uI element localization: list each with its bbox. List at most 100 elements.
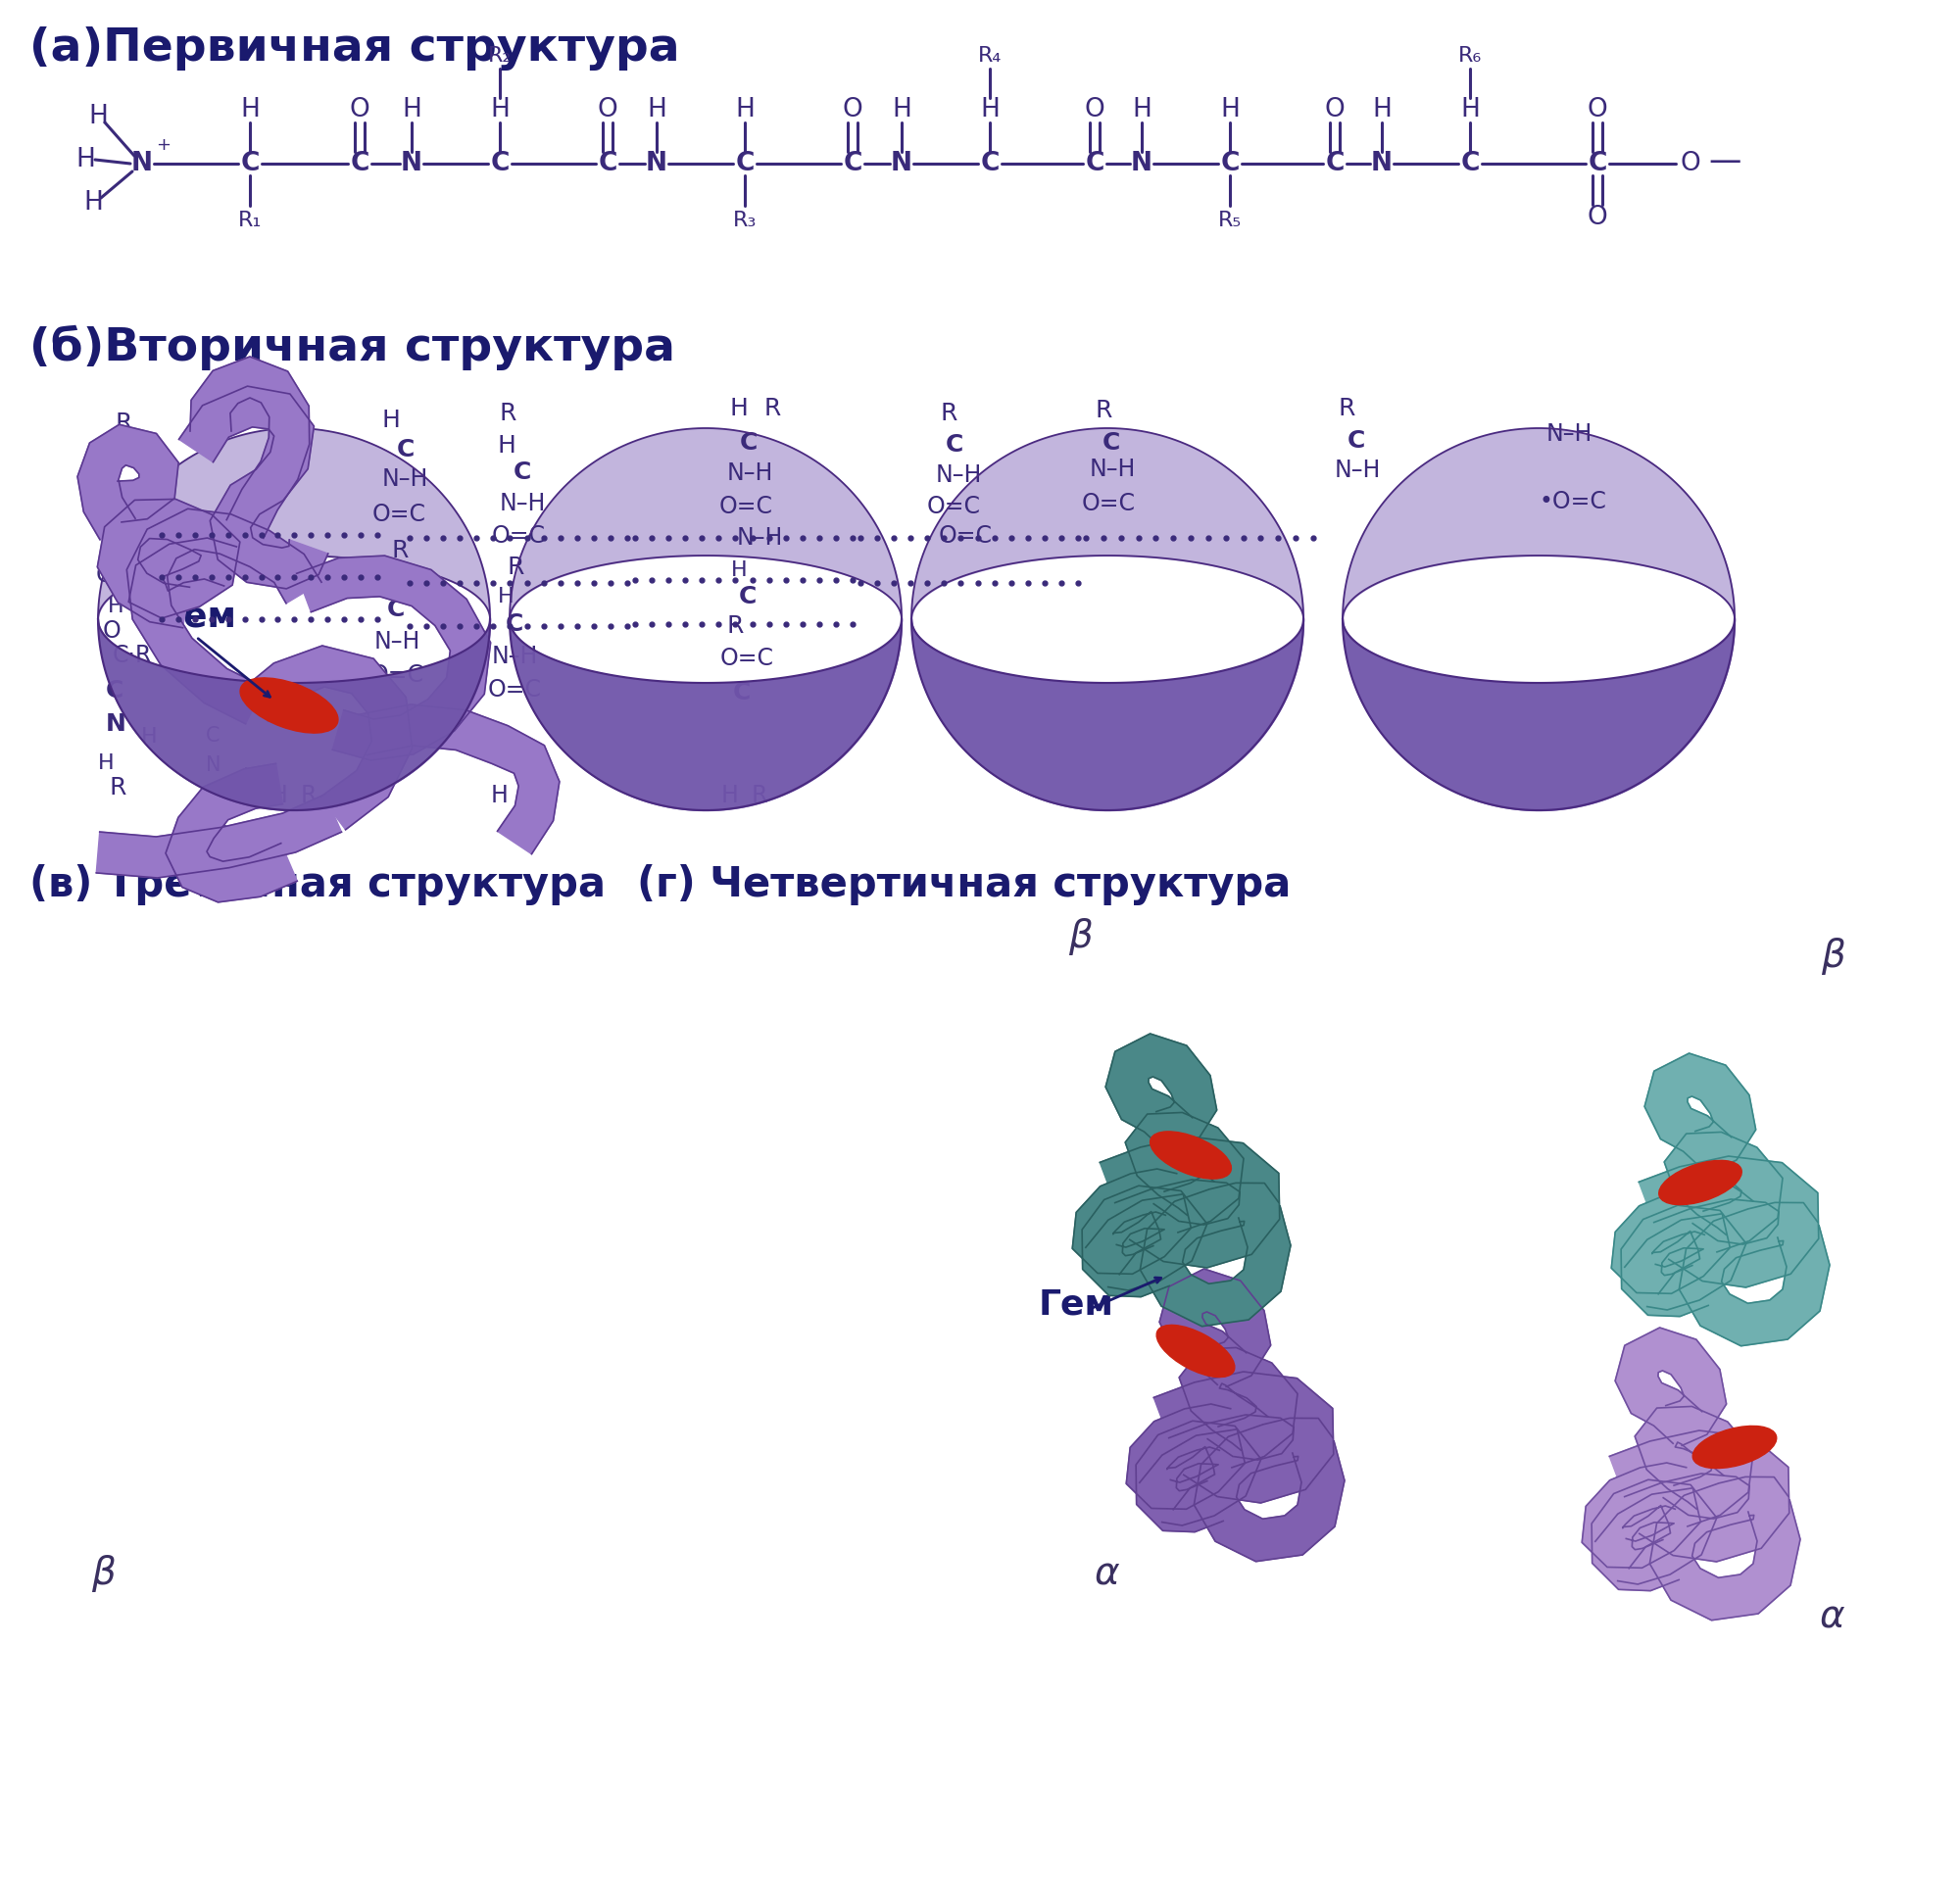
Ellipse shape bbox=[241, 678, 337, 733]
Text: C: C bbox=[739, 585, 757, 608]
Text: H: H bbox=[84, 191, 102, 215]
Text: N: N bbox=[647, 151, 666, 176]
Text: R: R bbox=[751, 784, 768, 808]
Text: C: C bbox=[843, 151, 862, 176]
Polygon shape bbox=[178, 387, 327, 589]
Polygon shape bbox=[1664, 1133, 1784, 1252]
Text: O: O bbox=[102, 619, 122, 642]
Text: O: O bbox=[1588, 204, 1607, 230]
Text: O: O bbox=[349, 96, 370, 123]
Text: C: C bbox=[1460, 151, 1480, 176]
Text: H: H bbox=[980, 96, 1000, 123]
Polygon shape bbox=[1582, 1463, 1701, 1569]
Text: H: H bbox=[98, 753, 114, 772]
Polygon shape bbox=[359, 704, 559, 853]
Text: R: R bbox=[116, 412, 133, 434]
Text: O=C: O=C bbox=[939, 525, 994, 548]
Text: C: C bbox=[388, 598, 406, 621]
Text: H: H bbox=[490, 96, 510, 123]
Ellipse shape bbox=[1151, 1131, 1231, 1178]
Text: Гем: Гем bbox=[161, 600, 237, 634]
Text: O: O bbox=[843, 96, 862, 123]
Polygon shape bbox=[1100, 1137, 1280, 1267]
Text: H: H bbox=[892, 96, 911, 123]
Polygon shape bbox=[1141, 1184, 1290, 1325]
Text: C: C bbox=[1221, 151, 1239, 176]
Text: C: C bbox=[1102, 430, 1121, 455]
Polygon shape bbox=[1127, 1405, 1245, 1510]
Text: O: O bbox=[1588, 96, 1607, 123]
Text: C: C bbox=[490, 151, 510, 176]
Text: H: H bbox=[212, 799, 225, 819]
Text: R: R bbox=[508, 555, 525, 580]
Text: C: C bbox=[1086, 151, 1103, 176]
Text: R₃: R₃ bbox=[733, 211, 757, 230]
Text: C: C bbox=[735, 151, 755, 176]
Text: C: C bbox=[122, 485, 141, 508]
Polygon shape bbox=[1639, 1155, 1819, 1288]
Text: H: H bbox=[145, 536, 161, 555]
Polygon shape bbox=[1137, 1422, 1260, 1531]
Text: N–H: N–H bbox=[1090, 457, 1137, 481]
Text: R₅: R₅ bbox=[1217, 211, 1243, 230]
Text: N: N bbox=[890, 151, 913, 176]
Text: β: β bbox=[1068, 918, 1092, 955]
Text: H: H bbox=[382, 572, 398, 591]
Text: (б)Вторичная структура: (б)Вторичная структура bbox=[29, 325, 674, 370]
Polygon shape bbox=[1611, 1188, 1731, 1293]
Text: N: N bbox=[131, 151, 153, 176]
Text: N: N bbox=[1372, 151, 1392, 176]
Text: H.: H. bbox=[110, 447, 135, 472]
Polygon shape bbox=[1615, 1327, 1727, 1446]
Text: +: + bbox=[157, 136, 171, 153]
Text: N: N bbox=[402, 151, 423, 176]
Text: R₆: R₆ bbox=[1458, 45, 1482, 66]
Text: H: H bbox=[88, 104, 108, 130]
Text: H: H bbox=[76, 147, 94, 172]
Text: —: — bbox=[1709, 145, 1740, 177]
Text: R: R bbox=[727, 614, 745, 638]
Text: N–H: N–H bbox=[727, 461, 774, 485]
Text: α: α bbox=[1821, 1599, 1844, 1637]
Text: H: H bbox=[498, 434, 515, 457]
Text: H: H bbox=[731, 561, 747, 580]
Text: C: C bbox=[741, 430, 759, 455]
Text: H: H bbox=[498, 587, 514, 606]
Text: O=C: O=C bbox=[1082, 493, 1137, 515]
Text: R: R bbox=[300, 784, 318, 808]
Text: O=C: O=C bbox=[96, 563, 149, 587]
Text: N–H: N–H bbox=[382, 468, 429, 491]
Polygon shape bbox=[1680, 1203, 1829, 1346]
Text: N: N bbox=[110, 519, 129, 542]
Polygon shape bbox=[1105, 1035, 1217, 1152]
Text: N: N bbox=[1131, 151, 1152, 176]
Polygon shape bbox=[1644, 1054, 1756, 1171]
Text: O=C: O=C bbox=[488, 678, 541, 702]
Text: H: H bbox=[735, 96, 755, 123]
Text: H: H bbox=[270, 784, 288, 808]
Text: C: C bbox=[1348, 429, 1366, 453]
Text: R: R bbox=[941, 402, 958, 425]
Text: C: C bbox=[1325, 151, 1345, 176]
Text: H: H bbox=[108, 597, 123, 615]
Text: H: H bbox=[1133, 96, 1151, 123]
Text: N–H: N–H bbox=[737, 527, 784, 549]
Polygon shape bbox=[190, 357, 310, 538]
Text: R: R bbox=[392, 538, 410, 563]
Text: H: H bbox=[647, 96, 666, 123]
Text: (в) Третичная структура: (в) Третичная структура bbox=[29, 865, 606, 906]
Text: O: O bbox=[598, 96, 617, 123]
Text: O: O bbox=[1325, 96, 1345, 123]
Text: H: H bbox=[1221, 96, 1239, 123]
Text: (а)Первичная структура: (а)Первичная структура bbox=[29, 26, 680, 70]
Text: β: β bbox=[1821, 938, 1844, 974]
Text: R₂: R₂ bbox=[488, 45, 512, 66]
Text: H: H bbox=[492, 784, 508, 808]
Text: N–H: N–H bbox=[1546, 423, 1593, 446]
Text: α: α bbox=[1096, 1556, 1119, 1592]
Text: R: R bbox=[500, 402, 517, 425]
Text: C: C bbox=[351, 151, 368, 176]
Text: C: C bbox=[945, 432, 964, 457]
Text: C: C bbox=[514, 461, 531, 483]
Text: C: C bbox=[206, 727, 220, 746]
